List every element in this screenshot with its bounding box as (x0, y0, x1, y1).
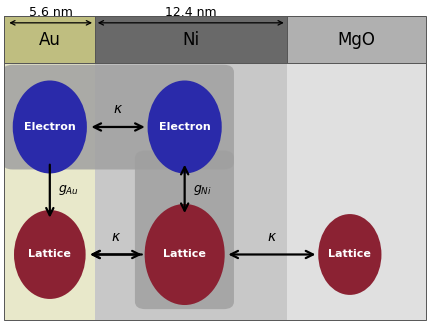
Bar (287, 16, 426, 63)
Text: Lattice: Lattice (163, 249, 206, 259)
Ellipse shape (14, 210, 86, 299)
Text: Electron: Electron (24, 122, 76, 132)
Text: $g_\mathregular{Ni}$: $g_\mathregular{Ni}$ (193, 183, 212, 197)
Text: $g_\mathregular{Au}$: $g_\mathregular{Au}$ (58, 183, 79, 197)
Bar (95, 63, 287, 320)
Text: Lattice: Lattice (28, 249, 71, 259)
FancyBboxPatch shape (2, 65, 234, 170)
Bar (287, 63, 426, 320)
Ellipse shape (147, 80, 222, 173)
Text: $\kappa$: $\kappa$ (267, 231, 277, 245)
Text: 5.6 nm: 5.6 nm (29, 5, 73, 19)
Bar (145, 153, 224, 164)
Text: Au: Au (39, 31, 61, 49)
Bar (4, 16, 95, 63)
Text: 12.4 nm: 12.4 nm (165, 5, 217, 19)
Ellipse shape (144, 204, 225, 305)
Text: $\kappa$: $\kappa$ (113, 102, 123, 116)
Ellipse shape (318, 214, 381, 295)
FancyBboxPatch shape (135, 151, 234, 309)
Text: Electron: Electron (159, 122, 211, 132)
Bar (4, 63, 95, 320)
Text: Lattice: Lattice (329, 249, 371, 259)
Text: $\kappa$: $\kappa$ (111, 231, 121, 245)
Ellipse shape (13, 80, 87, 173)
Bar (95, 16, 287, 63)
Text: MgO: MgO (337, 31, 375, 49)
Text: Ni: Ni (182, 31, 200, 49)
